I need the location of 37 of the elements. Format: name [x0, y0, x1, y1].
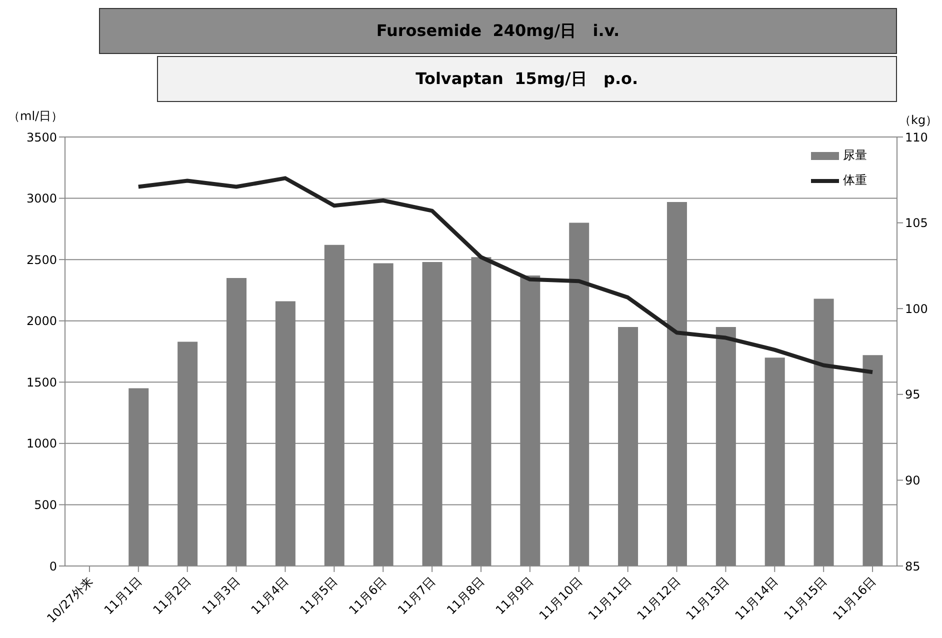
- x-tick-label: 11月5日: [297, 574, 340, 618]
- y-tick-label: 2500: [26, 252, 57, 267]
- y2-tick-label: 90: [905, 473, 920, 488]
- x-tick-label: 11月11日: [585, 574, 634, 623]
- y2-tick-label: 100: [905, 302, 928, 316]
- x-tick-label: 11月6日: [346, 574, 390, 618]
- y-tick-label: 3500: [26, 130, 57, 144]
- x-tick-label: 11月16日: [830, 574, 879, 623]
- x-tick-label: 11月1日: [101, 574, 145, 618]
- x-tick-label: 11月13日: [683, 574, 732, 623]
- x-tick-label: 11月3日: [199, 574, 242, 618]
- x-tick-label: 11月2日: [150, 574, 194, 618]
- x-tick-label: 11月4日: [248, 574, 292, 618]
- x-tick-label: 11月15日: [781, 574, 830, 623]
- x-tick-label: 11月12日: [634, 574, 683, 623]
- banner-box: Furosemide 240mg/日 i.v.: [98, 8, 897, 54]
- y-tick-label: 1500: [26, 375, 57, 390]
- x-tick-label: 11月10日: [536, 574, 586, 623]
- y2-axis-title: （kg）: [899, 112, 938, 129]
- legend-label: 尿量: [843, 147, 867, 164]
- y2-tick-label: 110: [905, 130, 928, 144]
- y-tick-label: 1000: [26, 436, 57, 451]
- y2-tick-label: 95: [905, 388, 920, 402]
- banner-box: Tolvaptan 15mg/日 p.o.: [156, 56, 897, 102]
- x-tick-label: 11月14日: [732, 574, 781, 623]
- y-tick-label: 500: [34, 498, 57, 512]
- y-tick-label: 2000: [26, 314, 57, 328]
- y-tick-label: 3000: [26, 192, 57, 206]
- x-tick-label: 11月8日: [444, 574, 488, 618]
- y-tick-label: 0: [49, 559, 57, 574]
- y-axis-title: （ml/日）: [8, 108, 64, 125]
- legend-label: 体重: [843, 172, 867, 189]
- line-series: [136, 176, 875, 374]
- x-tick-label: 11月9日: [492, 574, 536, 618]
- y2-tick-label: 105: [905, 216, 928, 230]
- y2-tick-label: 85: [905, 559, 920, 574]
- x-tick-label: 11月7日: [395, 574, 438, 618]
